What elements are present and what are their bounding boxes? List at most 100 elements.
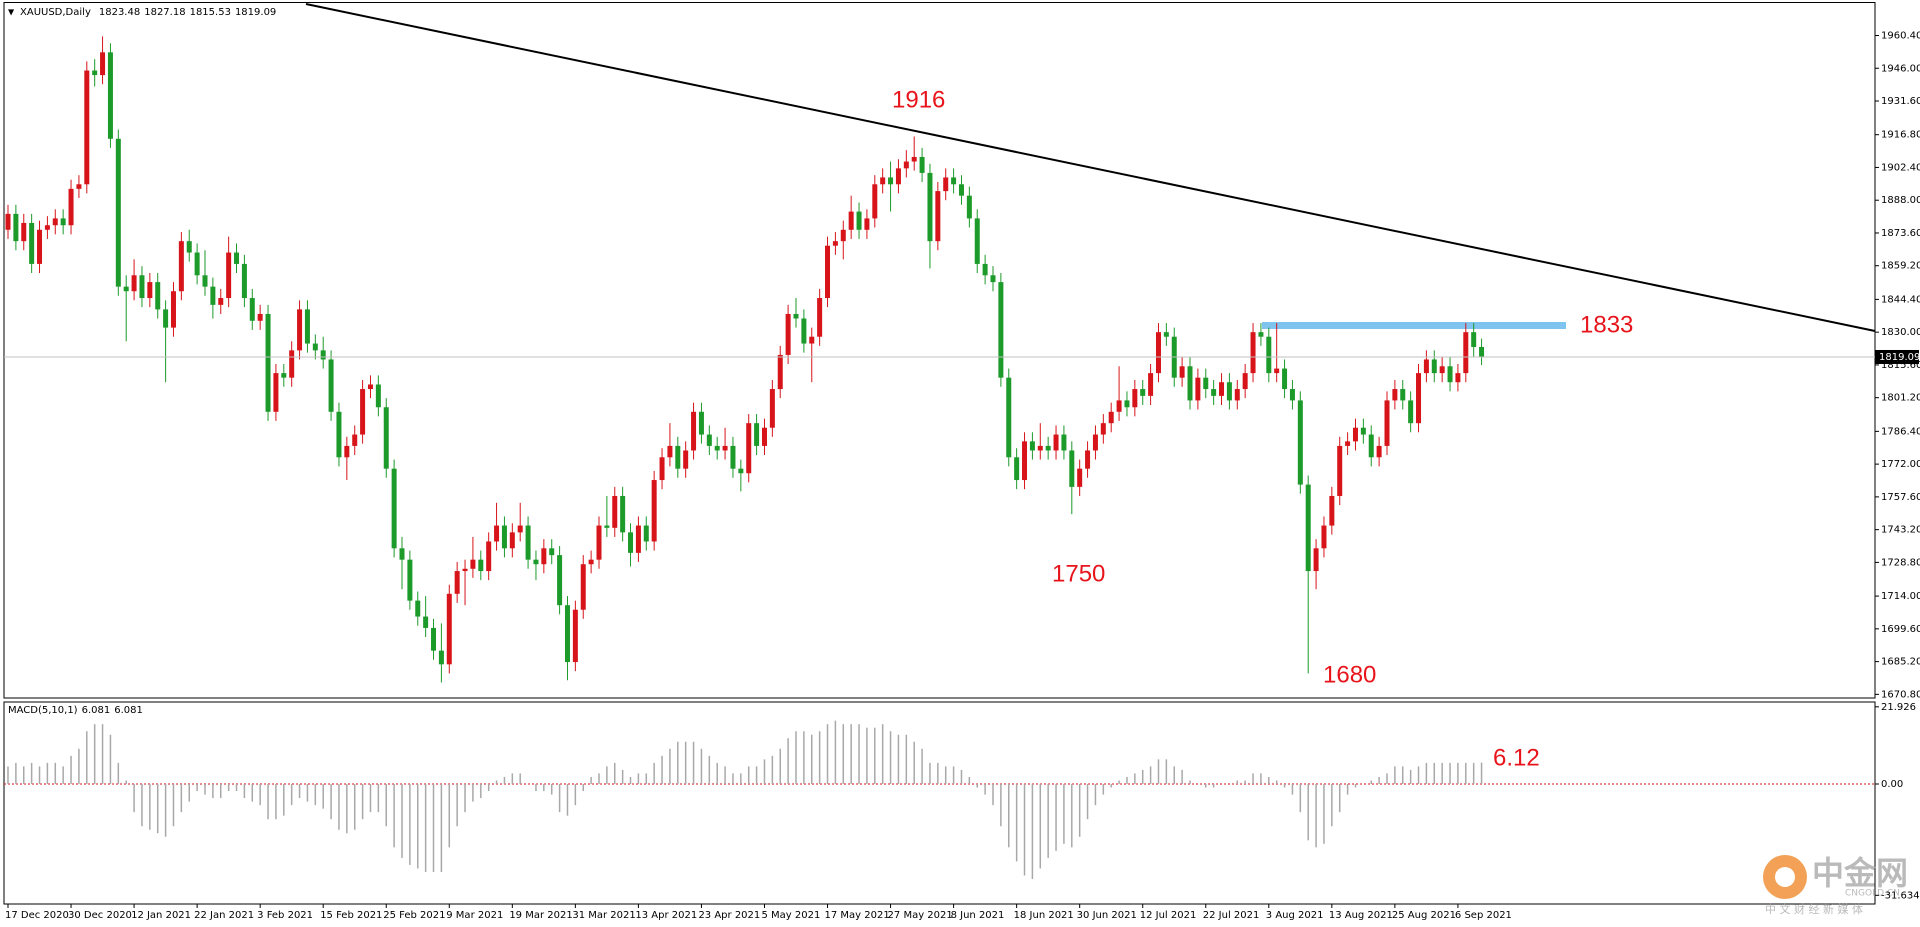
signal-value: 6.081 xyxy=(114,705,143,716)
candle-body xyxy=(375,384,381,408)
candle-body xyxy=(517,525,523,533)
candle-body xyxy=(722,445,728,451)
watermark: 中金网 CNGOLD.CN 中 文 财 经 新 媒 体 xyxy=(1763,854,1908,916)
candle-body xyxy=(825,245,831,299)
candle-body xyxy=(832,241,838,246)
candle-body xyxy=(1376,445,1382,458)
candle-body xyxy=(391,468,397,549)
candle-body xyxy=(249,298,255,321)
x-tick-label: 5 May 2021 xyxy=(761,910,820,921)
candle-body xyxy=(1085,450,1091,469)
candle-body xyxy=(809,336,815,344)
candle-body xyxy=(998,282,1004,378)
candle-body xyxy=(1321,525,1327,549)
candle-body xyxy=(1250,332,1256,374)
candle-body xyxy=(1471,332,1477,347)
candle-body xyxy=(706,434,712,446)
candle-body xyxy=(454,571,460,594)
y-tick-label: 1728.80 xyxy=(1881,557,1920,568)
candle-body xyxy=(415,600,421,617)
candle-body xyxy=(234,252,240,264)
logo-inner xyxy=(1775,867,1795,887)
macd-tick-label: 0.00 xyxy=(1881,779,1903,790)
x-tick-label: 27 May 2021 xyxy=(888,910,953,921)
x-tick-label: 25 Feb 2021 xyxy=(383,910,445,921)
candle-body xyxy=(620,495,626,533)
candle-body xyxy=(801,318,807,344)
close: 1819.09 xyxy=(235,7,276,18)
candle-body xyxy=(635,525,641,553)
candle-body xyxy=(982,263,988,276)
x-tick-label: 18 Jun 2021 xyxy=(1014,910,1074,921)
candle-body xyxy=(399,548,405,560)
candle-body xyxy=(612,495,618,528)
candle-body xyxy=(265,313,271,412)
candle-body xyxy=(431,627,437,651)
candle-body xyxy=(37,229,43,264)
candle-body xyxy=(438,650,444,665)
x-tick-label: 8 Jun 2021 xyxy=(951,910,1005,921)
candle-body xyxy=(746,423,752,474)
candle-body xyxy=(21,222,27,242)
y-tick-label: 1757.60 xyxy=(1881,492,1920,503)
y-tick-label: 1946.00 xyxy=(1881,63,1920,74)
candle-body xyxy=(1463,332,1469,374)
candle-body xyxy=(943,177,949,192)
candle-body xyxy=(336,411,342,458)
candle-body xyxy=(769,389,775,428)
header: XAUUSD,Daily 1823.48 1827.18 1815.53 1819.09 xyxy=(20,7,276,18)
candle-body xyxy=(1219,382,1225,396)
candle-body xyxy=(1014,457,1020,481)
candle-body xyxy=(186,241,192,253)
x-tick-label: 31 Mar 2021 xyxy=(572,910,635,921)
candle-body xyxy=(1289,389,1295,401)
candle-body xyxy=(557,555,563,606)
candle-body xyxy=(659,457,665,481)
candle-body xyxy=(549,548,555,556)
candle-body xyxy=(1305,484,1311,572)
x-tick-label: 23 Apr 2021 xyxy=(698,910,760,921)
candle-body xyxy=(210,286,216,305)
candle-body xyxy=(486,541,492,572)
candle-body xyxy=(1045,445,1051,451)
tagline: 中 文 财 经 新 媒 体 xyxy=(1765,902,1863,916)
candle-body xyxy=(100,52,106,76)
candle-body xyxy=(494,525,500,542)
candle-body xyxy=(785,313,791,355)
macd-value: 6.081 xyxy=(82,705,111,716)
candle-body xyxy=(163,309,169,328)
candle-body xyxy=(958,184,964,196)
candle-body xyxy=(541,548,547,565)
candle-body xyxy=(1132,389,1138,408)
candle-body xyxy=(580,564,586,610)
candle-body xyxy=(226,252,232,299)
candle-body xyxy=(462,568,468,572)
candle-body xyxy=(1029,441,1035,451)
candle-body xyxy=(76,184,82,189)
candle-body xyxy=(1069,450,1075,487)
candle-body xyxy=(856,211,862,230)
x-tick-label: 17 May 2021 xyxy=(825,910,890,921)
x-tick-label: 6 Sep 2021 xyxy=(1455,910,1512,921)
candle-body xyxy=(761,427,767,446)
candle-body xyxy=(935,191,941,242)
candle-body xyxy=(423,616,429,628)
candle-body xyxy=(289,350,295,378)
candle-body xyxy=(1431,359,1437,374)
candle-body xyxy=(604,525,610,528)
candle-body xyxy=(241,263,247,299)
x-tick-label: 30 Jun 2021 xyxy=(1077,910,1137,921)
candle-body xyxy=(1187,366,1193,401)
candle-body xyxy=(297,309,303,351)
annotation: 6.12 xyxy=(1493,744,1540,771)
y-tick-label: 1772.00 xyxy=(1881,459,1920,470)
x-tick-label: 3 Feb 2021 xyxy=(257,910,313,921)
candle-body xyxy=(974,218,980,264)
candle-body xyxy=(328,359,334,412)
candle-body xyxy=(115,138,121,287)
annotation: 1750 xyxy=(1052,560,1105,587)
candle-body xyxy=(155,282,161,310)
candle-body xyxy=(777,354,783,390)
